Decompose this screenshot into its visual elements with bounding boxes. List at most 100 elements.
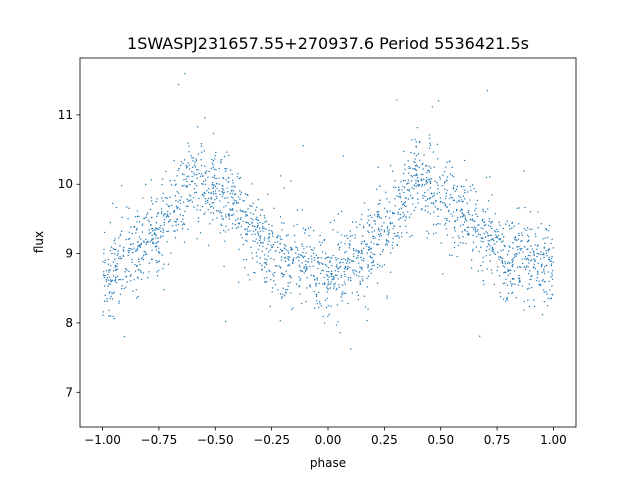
data-point [315,293,318,296]
data-point [112,270,115,272]
data-point [389,271,392,273]
data-point [263,239,266,241]
data-point [136,297,138,299]
data-point [525,265,528,267]
data-point [228,214,230,216]
data-point [190,180,193,183]
data-point [289,276,291,278]
data-point [388,229,390,231]
data-point [511,221,514,224]
data-point [238,177,240,180]
data-point [113,291,115,293]
data-point [397,219,400,221]
data-point [488,220,490,222]
data-point [483,283,485,286]
data-point [545,291,547,293]
data-point [216,187,218,190]
data-point [261,268,263,270]
data-point [527,259,530,261]
data-point [306,287,308,289]
data-point [339,261,342,263]
data-point [198,197,200,200]
data-point [454,220,457,222]
data-point [104,294,106,297]
data-point [506,262,509,264]
data-point [326,286,328,288]
data-point [538,284,541,286]
data-point [285,270,287,272]
data-point [222,229,225,232]
data-point [483,232,485,235]
data-point [174,220,176,223]
data-point [465,220,468,222]
data-point [257,233,259,235]
data-point [457,217,459,219]
data-point [526,234,529,236]
data-point [515,255,517,257]
data-point [496,228,498,231]
data-point [313,290,315,293]
data-point [320,305,323,307]
data-point [343,273,346,275]
data-point [252,202,254,204]
data-point [182,214,184,217]
data-point [412,167,414,170]
data-point [501,261,504,263]
data-point [313,257,316,259]
data-point [416,177,419,179]
data-point [231,192,234,195]
data-point [156,275,159,277]
data-point [484,236,487,238]
data-point [472,241,475,243]
data-point [113,317,116,320]
data-point [173,179,176,182]
data-point [262,242,264,244]
data-point [515,297,518,299]
data-point [119,245,121,247]
data-point [303,267,305,270]
data-point [410,213,412,216]
data-point [231,189,233,192]
data-point [161,211,163,213]
data-point [435,224,438,226]
data-point [501,257,504,260]
data-point [492,250,495,253]
data-point [140,270,142,272]
data-point [193,172,195,174]
data-point [259,221,261,223]
data-point [113,258,116,260]
data-point [197,204,199,207]
data-point [207,244,210,246]
data-point [445,222,447,225]
data-point [497,266,499,268]
data-point [327,271,330,273]
data-point [341,284,344,286]
data-point [309,265,311,268]
data-point [445,166,447,168]
data-point [320,257,323,259]
data-point [102,311,105,313]
data-point [401,232,403,234]
data-point [422,173,424,176]
chart-title: 1SWASPJ231657.55+270937.6 Period 5536421… [127,34,529,53]
data-point [277,246,279,249]
data-point [444,205,446,207]
data-point [277,241,279,243]
data-point [148,229,150,231]
y-tick-label: 10 [58,177,73,191]
data-point [173,160,175,162]
data-point [232,190,235,192]
data-point [435,199,437,202]
data-point [234,193,236,196]
data-point [179,164,182,166]
data-point [451,254,453,257]
data-point [455,209,458,212]
data-point [144,253,147,255]
data-point [474,229,477,231]
data-point [211,205,213,208]
data-point [450,213,452,215]
data-point [245,221,247,224]
data-point [325,256,328,259]
data-point [103,300,106,302]
data-point [116,263,118,265]
